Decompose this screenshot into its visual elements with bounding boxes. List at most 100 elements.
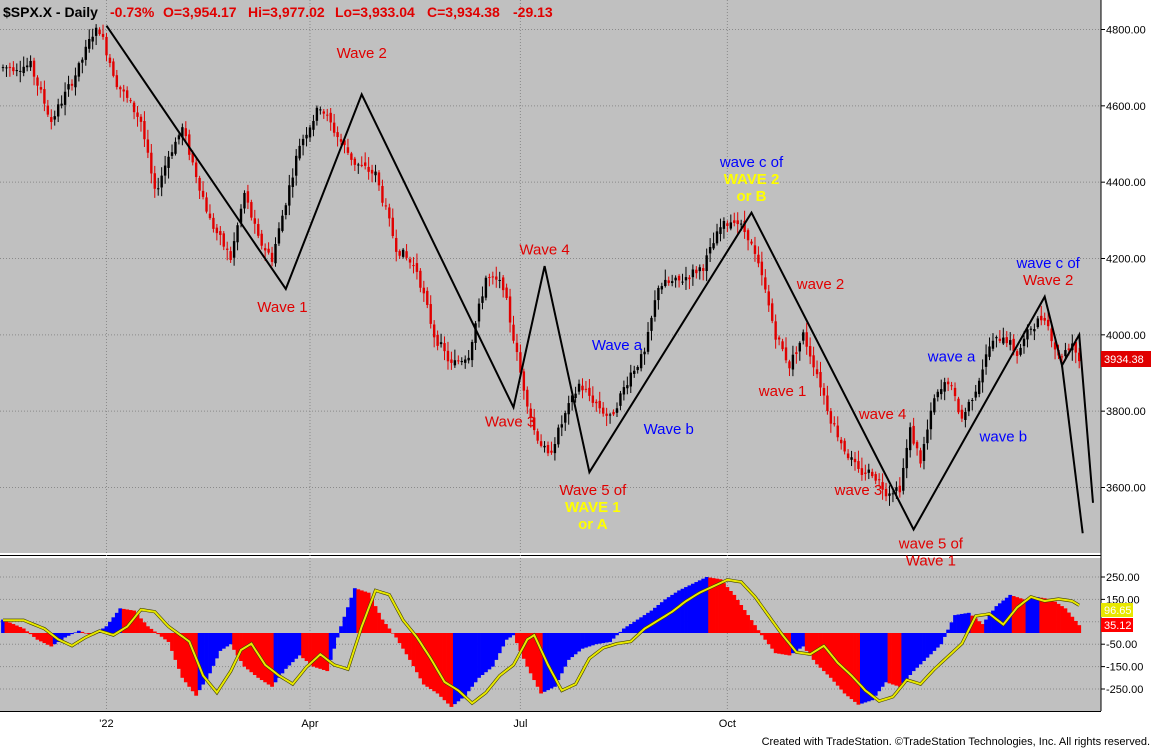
- price-bar: [667, 276, 670, 286]
- histogram-bar: [818, 633, 823, 668]
- price-bar: [605, 407, 608, 427]
- histogram-bar: [532, 633, 537, 681]
- price-bar: [219, 226, 222, 246]
- histogram-bar: [953, 615, 957, 633]
- price-bar: [729, 214, 733, 231]
- histogram-bar: [904, 633, 909, 679]
- price-bar: [615, 402, 619, 418]
- price-bar: [112, 58, 115, 78]
- histogram-bar: [635, 619, 640, 633]
- price-bar: [995, 335, 998, 348]
- price-bar: [357, 162, 360, 174]
- price-bar: [905, 439, 908, 479]
- price-bar: [584, 380, 588, 393]
- histogram-bar: [328, 633, 333, 660]
- histogram-bar: [149, 628, 154, 633]
- price-bar: [601, 402, 605, 417]
- histogram-bar: [942, 633, 947, 637]
- histogram-bar: [673, 592, 678, 633]
- date-tick-label: '22: [99, 718, 113, 730]
- histogram-bar: [194, 633, 199, 696]
- price-bar: [691, 264, 695, 286]
- histogram-bar: [611, 633, 616, 639]
- price-bar: [857, 450, 860, 473]
- price-bar: [722, 217, 726, 239]
- histogram-bar: [1032, 597, 1037, 633]
- histogram-bar: [418, 633, 423, 679]
- histogram-bar: [470, 633, 475, 687]
- price-bar: [850, 450, 853, 467]
- price-bar: [1053, 338, 1057, 360]
- price-bar: [391, 208, 394, 239]
- histogram-bar: [1004, 597, 1009, 633]
- price-bar: [329, 108, 332, 131]
- histogram-bar: [435, 633, 440, 694]
- histogram-bar: [104, 626, 109, 633]
- histogram-bar: [956, 614, 961, 633]
- histogram-bar: [835, 633, 840, 686]
- histogram-bar: [1011, 596, 1016, 633]
- price-bar: [574, 386, 577, 403]
- histogram-bar: [183, 633, 188, 683]
- price-bar: [415, 253, 419, 280]
- histogram-bar: [28, 633, 33, 635]
- histogram-bar: [80, 631, 85, 633]
- price-bar: [170, 144, 174, 159]
- histogram-bar: [932, 633, 937, 651]
- histogram-bar: [132, 610, 136, 633]
- price-bar: [284, 202, 288, 220]
- histogram-bar: [446, 633, 450, 704]
- price-bar: [422, 280, 426, 302]
- histogram-bar: [653, 607, 657, 633]
- price-bar: [274, 237, 277, 267]
- histogram-bar: [773, 633, 778, 654]
- price-bar: [936, 389, 939, 402]
- histogram-bar: [214, 633, 219, 659]
- histogram-bar: [73, 632, 78, 633]
- price-bar: [622, 380, 626, 401]
- elliott-wave-path: [105, 25, 1094, 534]
- histogram-bar: [632, 621, 637, 633]
- price-bar: [777, 335, 781, 346]
- histogram-bar: [866, 633, 871, 702]
- histogram-bar: [925, 633, 930, 658]
- date-axis-background: [0, 711, 1152, 748]
- price-bar: [22, 56, 25, 77]
- histogram-bar: [863, 633, 868, 703]
- price-bar: [50, 109, 53, 130]
- histogram-bar: [759, 633, 764, 636]
- price-bar: [991, 333, 995, 352]
- histogram-bar: [756, 630, 761, 633]
- price-bar: [874, 471, 877, 485]
- price-bar: [833, 416, 836, 427]
- price-bar: [950, 381, 953, 391]
- histogram-bar: [615, 633, 619, 636]
- price-bar: [839, 436, 843, 450]
- histogram-bar: [252, 633, 257, 675]
- price-bar: [446, 341, 450, 370]
- histogram-bar: [156, 633, 161, 635]
- price-bar: [412, 257, 415, 274]
- price-bar: [388, 203, 391, 227]
- histogram-bar: [208, 633, 212, 674]
- histogram-bar: [311, 633, 316, 667]
- histogram-bar: [270, 633, 274, 687]
- histogram-bar: [32, 633, 36, 637]
- price-bar: [226, 241, 229, 261]
- histogram-bar: [946, 629, 951, 633]
- histogram-bar: [4, 621, 9, 633]
- price-bar: [74, 67, 77, 96]
- histogram-bar: [1039, 597, 1044, 633]
- price-bar: [771, 298, 774, 324]
- histogram-bar: [11, 624, 16, 633]
- price-bar: [174, 137, 177, 156]
- histogram-bar: [387, 628, 392, 633]
- histogram-bar: [59, 633, 64, 640]
- price-bar: [1043, 312, 1046, 326]
- histogram-bar: [70, 633, 74, 635]
- histogram-bar: [404, 633, 409, 655]
- price-bar: [208, 204, 212, 220]
- price-tick-label: 4800.00: [1106, 25, 1146, 37]
- histogram-bar: [363, 591, 368, 633]
